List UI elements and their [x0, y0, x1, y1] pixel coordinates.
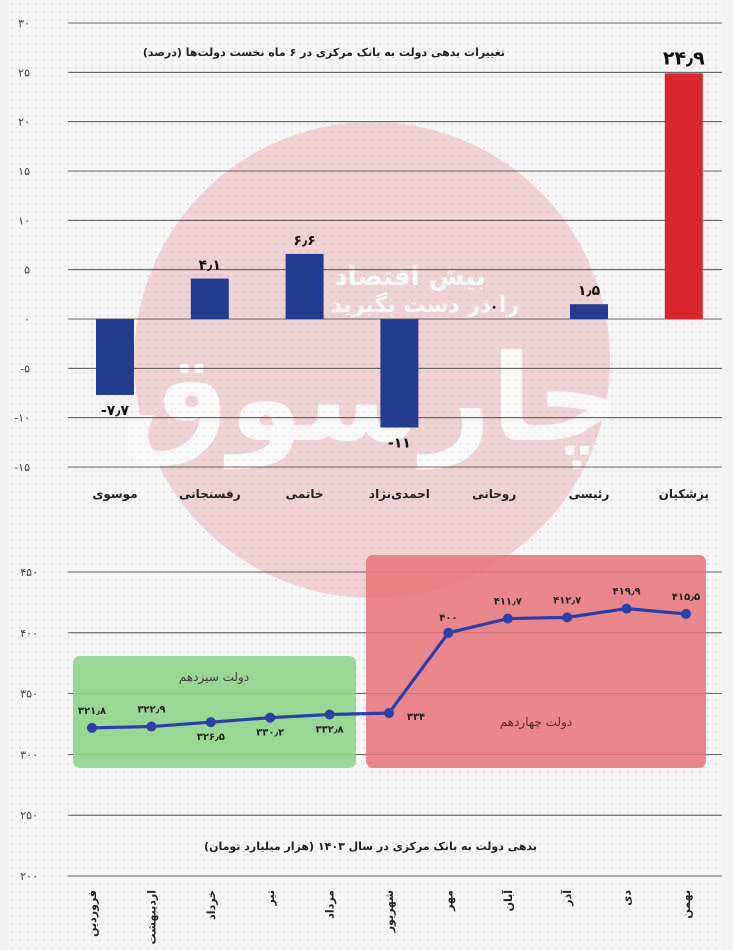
series-point — [146, 721, 157, 732]
y-tick-label: ۲۵ — [18, 66, 30, 79]
x-tick-label: رئیسی — [569, 487, 610, 501]
data-label: ۴۱۹٫۹ — [613, 587, 641, 598]
x-tick-label: موسوی — [92, 487, 137, 502]
y-tick-label: ۱۰ — [18, 214, 30, 227]
y-tick-label: ۳۵۰ — [20, 688, 38, 701]
data-label: ۳۳۲٫۸ — [316, 725, 344, 736]
bar-chart: ۳۰ ۲۵ ۲۰ ۱۵ ۱۰ ۵ ۰ -۵ -۱۰ -۱۵ تغییرات بدهی دولت به… — [14, 17, 722, 502]
x-tick-label: مهر — [442, 890, 455, 912]
bar — [190, 278, 229, 319]
data-label: ۴۰۰ — [439, 613, 457, 624]
bar — [664, 73, 703, 319]
series-point — [205, 717, 216, 728]
x-tick-label: پزشکیان — [659, 487, 709, 501]
watermark-text-line1: بیش اقتصاد — [334, 262, 485, 292]
series-point — [87, 722, 97, 733]
data-label: ۳۲۲٫۹ — [137, 705, 165, 716]
x-tick-label: احمدی‌نژاد — [369, 487, 430, 501]
y-tick-label: ۵ — [24, 264, 30, 277]
series-point — [502, 613, 513, 624]
region-band — [366, 555, 706, 768]
x-tick-label: بهمن — [680, 890, 693, 919]
data-label: ۰ — [490, 299, 499, 315]
y-tick-label: ۲۰۰ — [20, 870, 38, 883]
line-chart: ۴۵۰ ۴۰۰ ۳۵۰ ۳۰۰ ۲۵۰ ۲۰۰ دولت سیزدهم دولت چهارده… — [20, 555, 722, 944]
infographic-frame — [8, 0, 723, 950]
watermark-circle — [134, 122, 610, 598]
data-label: ۴۱۱٫۷ — [494, 597, 522, 608]
data-label: ۴۱۵٫۵ — [672, 592, 700, 603]
x-tick-label: فروردین — [86, 890, 99, 937]
series-point — [324, 709, 335, 720]
x-tick-label: خرداد — [205, 890, 218, 920]
data-label: ۴۱۲٫۷ — [553, 595, 581, 606]
y-tick-label: -۵ — [20, 362, 30, 375]
region-label: دولت سیزدهم — [179, 670, 249, 685]
x-tick-label: اردیبهشت — [145, 890, 158, 944]
y-tick-label: ۲۵۰ — [20, 809, 38, 822]
chart-title: بدهی دولت به بانک مرکزی در سال ۱۴۰۳ (هزا… — [204, 840, 537, 853]
y-tick-label: ۳۰ — [18, 17, 30, 30]
bar — [570, 304, 608, 319]
chart-title: تغییرات بدهی دولت به بانک مرکزی در ۶ ماه… — [143, 46, 505, 59]
y-tick-label: ۴۰۰ — [20, 627, 38, 640]
bar — [380, 319, 419, 428]
data-label: ۳۲۶٫۵ — [197, 732, 225, 743]
series-point — [621, 603, 632, 614]
y-tick-label: ۳۰۰ — [20, 748, 38, 761]
x-tick-label: خاتمی — [286, 487, 324, 501]
x-tick-label: دی — [621, 890, 634, 906]
y-tick-label: -۱۵ — [14, 461, 30, 474]
series-point — [265, 712, 276, 723]
series-point — [443, 627, 454, 638]
bar — [285, 253, 324, 319]
data-label: -۷٫۷ — [101, 403, 130, 419]
y-tick-label: ۴۵۰ — [20, 566, 38, 579]
data-label: -۱۱ — [388, 436, 411, 452]
y-tick-label: -۱۰ — [14, 412, 30, 425]
x-tick-label: شهریور — [383, 890, 396, 933]
region-band — [73, 656, 356, 768]
data-label: ۳۳۰٫۲ — [256, 728, 284, 739]
data-label: ۱٫۵ — [578, 283, 601, 299]
data-label: ۶٫۶ — [293, 233, 315, 249]
x-tick-label: آبان — [501, 890, 515, 912]
series-point — [562, 612, 573, 623]
data-label: ۳۳۴ — [407, 712, 425, 723]
x-tick-label: آذر — [560, 890, 574, 907]
data-label: ۲۴٫۹ — [663, 47, 705, 69]
watermark-text-line2: را در دست بگیرید — [331, 291, 519, 318]
x-tick-label: روحانی — [472, 487, 516, 502]
x-tick-label: رفسنجانی — [179, 487, 241, 501]
x-tick-label: تیر — [264, 890, 277, 906]
y-tick-label: ۰ — [24, 313, 30, 326]
data-label: ۳۲۱٫۸ — [78, 706, 106, 717]
series-point — [384, 708, 394, 719]
bar — [96, 319, 134, 395]
x-tick-label: مرداد — [324, 890, 337, 919]
y-tick-label: ۱۵ — [18, 165, 30, 178]
y-tick-label: ۲۰ — [18, 116, 30, 129]
series-point — [681, 608, 691, 619]
region-label: دولت چهاردهم — [500, 715, 572, 730]
data-label: ۴٫۱ — [199, 258, 221, 274]
watermark-logo-text: چارسوق — [121, 330, 622, 469]
